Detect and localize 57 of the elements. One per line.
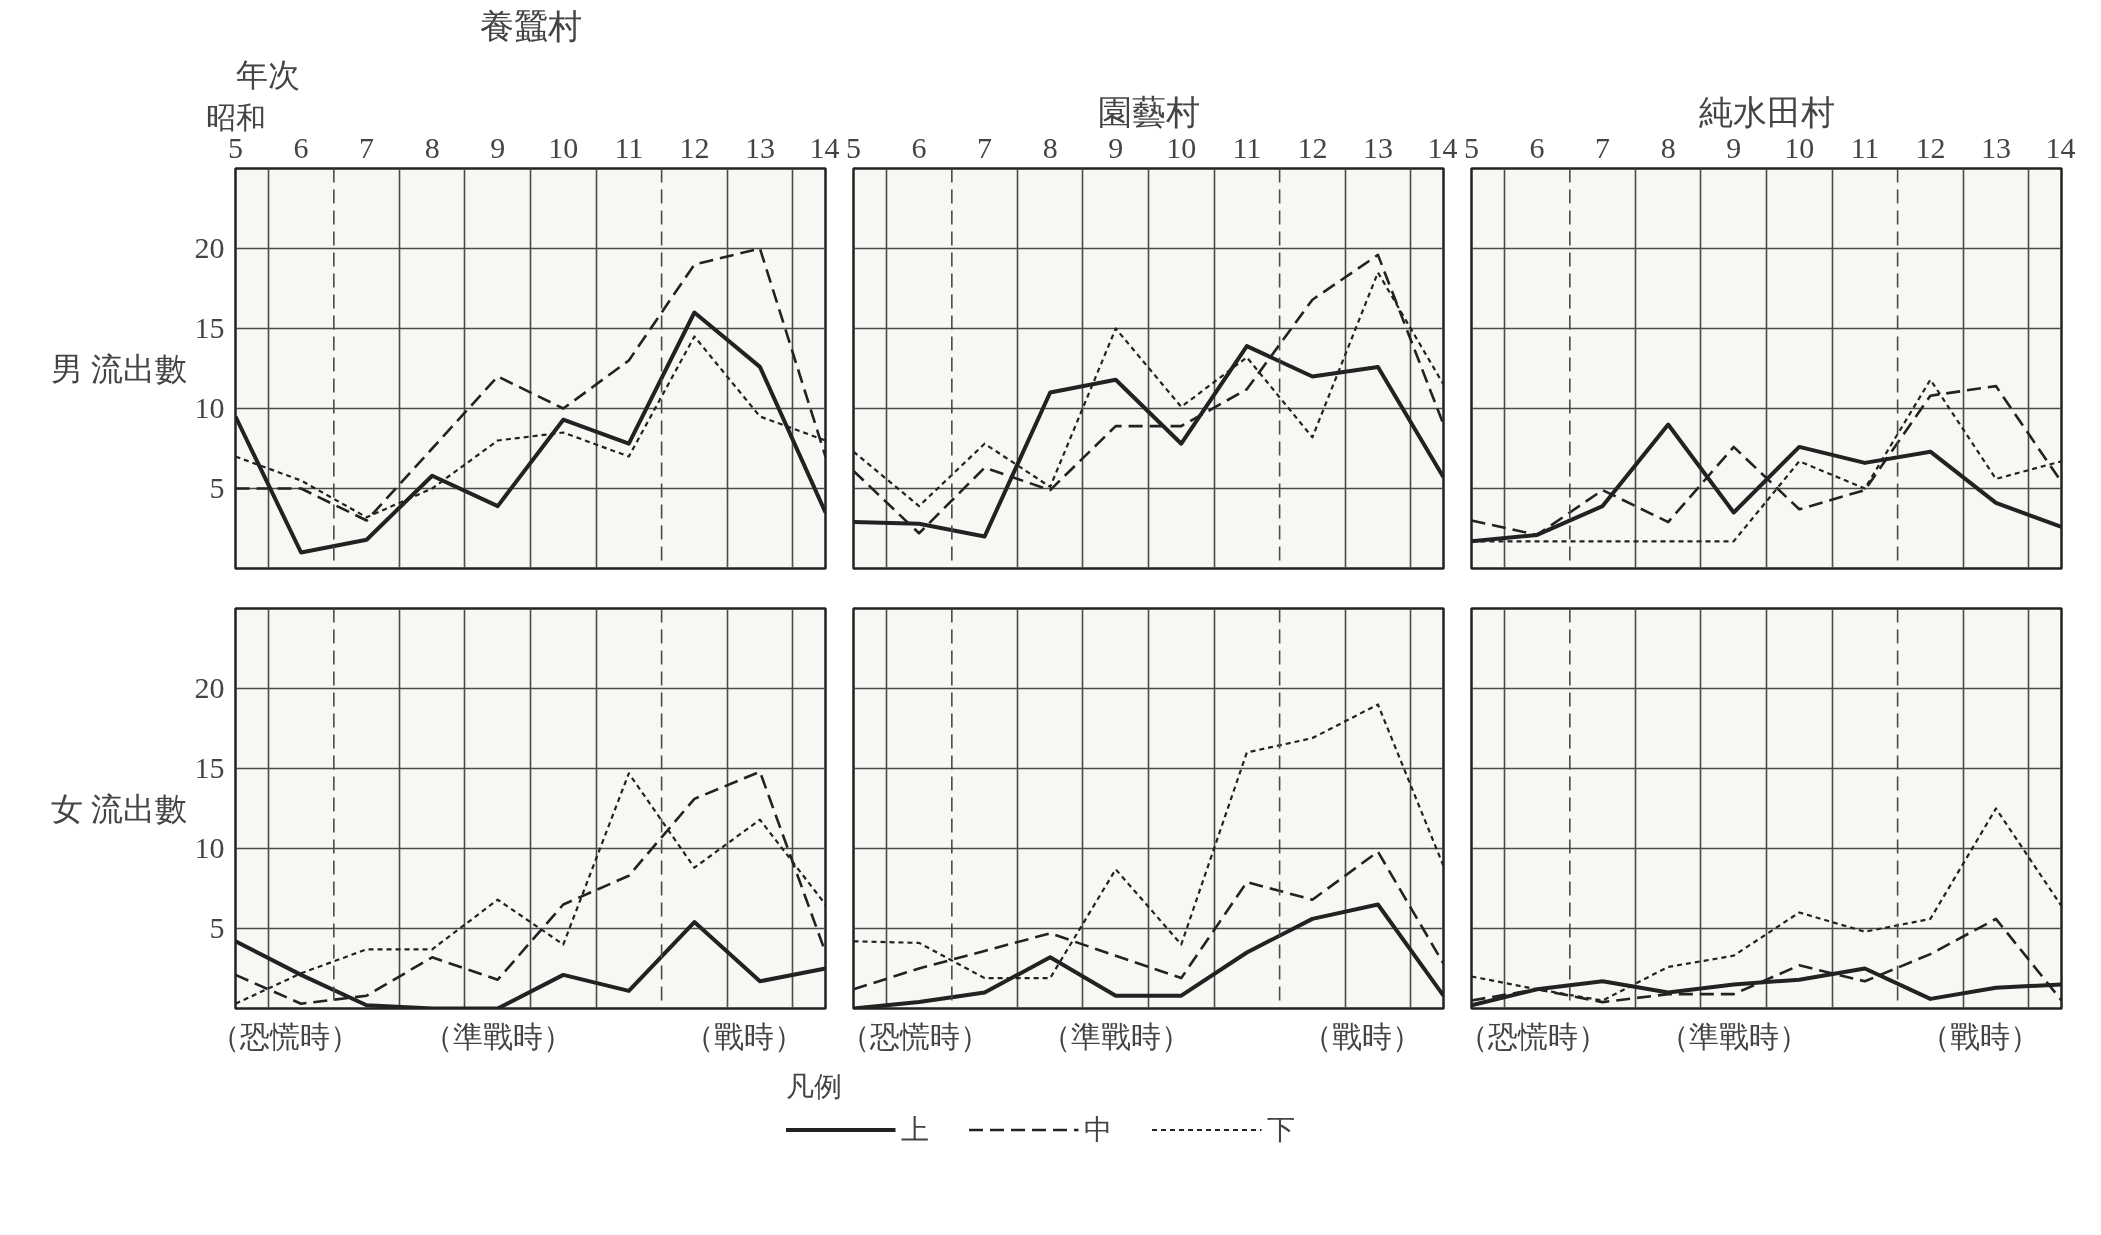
text: （恐慌時） bbox=[209, 1019, 360, 1053]
text: （恐慌時） bbox=[1457, 1019, 1608, 1053]
x-tick-label: 10 bbox=[1166, 130, 1197, 164]
x-tick-label: 7 bbox=[359, 130, 375, 164]
x-tick-label: 13 bbox=[1980, 130, 2011, 164]
y-axis-title: 男 流出數 bbox=[50, 350, 187, 387]
x-tick-label: 5 bbox=[1464, 130, 1479, 164]
x-tick-label: 8 bbox=[424, 130, 440, 164]
x-tick-label: 12 bbox=[679, 130, 710, 164]
legend-title: 凡例 bbox=[785, 1069, 843, 1104]
y-axis-title: 女 流出數 bbox=[50, 790, 187, 827]
x-tick-label: 6 bbox=[1529, 130, 1545, 164]
x-tick-label: 9 bbox=[1726, 130, 1742, 164]
y-tick-label: 5 bbox=[209, 471, 225, 504]
x-tick-label: 8 bbox=[1042, 130, 1058, 164]
text: （準戰時） bbox=[1658, 1019, 1809, 1053]
y-tick-label: 15 bbox=[194, 751, 225, 784]
x-tick-label: 12 bbox=[1297, 130, 1328, 164]
chart-title: 純水田村 bbox=[1698, 93, 1835, 131]
x-tick-label: 13 bbox=[1362, 130, 1393, 164]
y-tick-label: 5 bbox=[209, 911, 225, 944]
x-tick-label: 14 bbox=[809, 130, 840, 164]
x-tick-label: 9 bbox=[1108, 130, 1124, 164]
text: （戰時） bbox=[1919, 1019, 2040, 1053]
x-tick-label: 6 bbox=[293, 130, 309, 164]
text: （準戰時） bbox=[422, 1019, 573, 1053]
y-tick-label: 20 bbox=[194, 671, 225, 704]
x-tick-label: 7 bbox=[977, 130, 993, 164]
text: 年次 bbox=[235, 56, 300, 93]
y-tick-label: 10 bbox=[194, 391, 225, 424]
y-tick-label: 10 bbox=[194, 831, 225, 864]
chart-title: 養蠶村 bbox=[479, 7, 582, 45]
text: （戰時） bbox=[683, 1019, 804, 1053]
x-tick-label: 10 bbox=[1784, 130, 1815, 164]
x-tick-label: 7 bbox=[1595, 130, 1611, 164]
x-tick-label: 5 bbox=[846, 130, 861, 164]
legend-label: 上 bbox=[900, 1112, 929, 1147]
x-tick-label: 14 bbox=[1427, 130, 1458, 164]
x-tick-label: 12 bbox=[1915, 130, 1946, 164]
x-tick-label: 13 bbox=[744, 130, 775, 164]
x-tick-label: 9 bbox=[490, 130, 506, 164]
x-tick-label: 8 bbox=[1660, 130, 1676, 164]
y-tick-label: 20 bbox=[194, 231, 225, 264]
text: （恐慌時） bbox=[839, 1019, 990, 1053]
x-tick-label: 11 bbox=[1850, 130, 1880, 164]
legend-label: 下 bbox=[1266, 1112, 1295, 1147]
text: （戰時） bbox=[1301, 1019, 1422, 1053]
x-tick-label: 11 bbox=[614, 130, 644, 164]
chart-title: 園藝村 bbox=[1097, 93, 1200, 131]
x-tick-label: 11 bbox=[1232, 130, 1262, 164]
x-tick-label: 10 bbox=[548, 130, 579, 164]
text: （準戰時） bbox=[1040, 1019, 1191, 1053]
x-tick-label: 14 bbox=[2045, 130, 2076, 164]
x-axis-title: 昭和 bbox=[205, 100, 266, 134]
y-tick-label: 15 bbox=[194, 311, 225, 344]
x-tick-label: 6 bbox=[911, 130, 927, 164]
legend-label: 中 bbox=[1083, 1112, 1112, 1147]
